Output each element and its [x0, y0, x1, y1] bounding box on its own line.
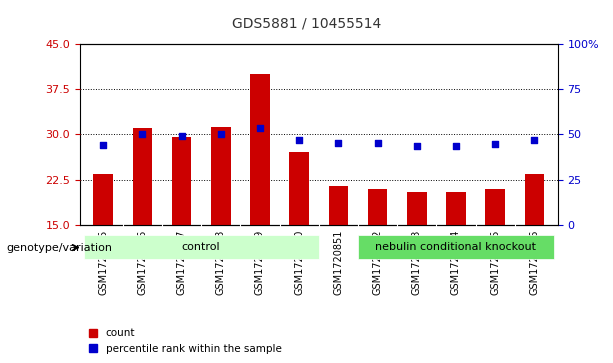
Point — [216, 131, 226, 136]
Bar — [368, 189, 387, 225]
Point — [451, 143, 461, 149]
FancyBboxPatch shape — [358, 234, 554, 259]
Point — [177, 133, 186, 139]
Point — [412, 143, 422, 149]
Bar — [407, 192, 427, 225]
Bar — [250, 74, 270, 225]
FancyBboxPatch shape — [83, 234, 319, 259]
Point — [137, 131, 147, 136]
Point — [98, 142, 108, 148]
Bar — [525, 174, 544, 225]
Bar — [172, 137, 191, 225]
Point — [490, 141, 500, 147]
Bar — [289, 152, 309, 225]
Text: genotype/variation: genotype/variation — [6, 242, 112, 253]
Legend: count, percentile rank within the sample: count, percentile rank within the sample — [85, 324, 286, 358]
Text: GDS5881 / 10455514: GDS5881 / 10455514 — [232, 16, 381, 30]
Bar — [211, 127, 230, 225]
Bar — [329, 186, 348, 225]
Bar — [132, 128, 152, 225]
Bar — [446, 192, 466, 225]
Bar — [93, 174, 113, 225]
Point — [333, 140, 343, 146]
Point — [530, 137, 539, 143]
Point — [294, 137, 304, 143]
Bar — [485, 189, 505, 225]
Point — [255, 125, 265, 131]
Text: nebulin conditional knockout: nebulin conditional knockout — [375, 242, 536, 252]
Point — [373, 140, 383, 146]
Text: control: control — [182, 242, 221, 252]
